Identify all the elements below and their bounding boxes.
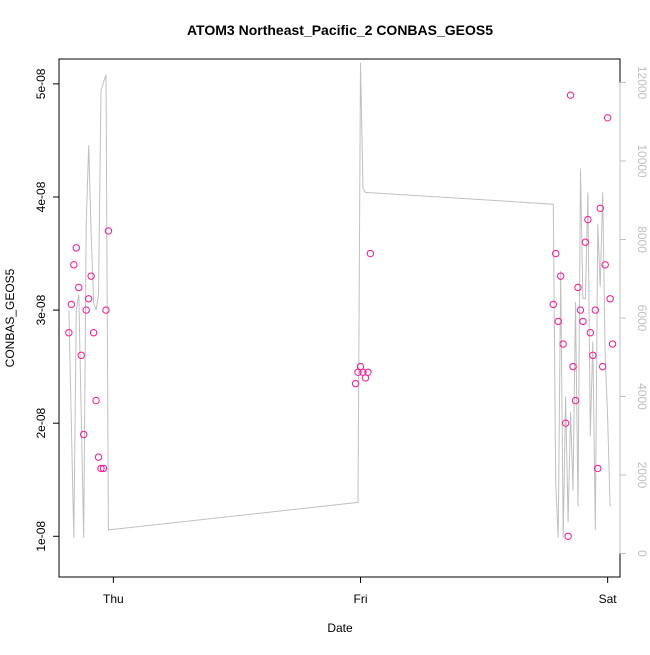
data-point xyxy=(603,114,612,122)
data-point xyxy=(366,249,375,258)
data-point xyxy=(70,261,78,269)
data-point xyxy=(97,464,105,473)
data-point xyxy=(594,464,602,473)
y2-tick-label: 8000 xyxy=(635,226,649,253)
y2-tick-label: 10000 xyxy=(635,144,649,178)
data-point xyxy=(92,396,100,405)
data-point xyxy=(72,244,80,252)
y2-tick-label: 12000 xyxy=(635,66,649,100)
data-point xyxy=(67,300,76,309)
y-axis: 1e-08 2e-08 3e-08 4e-08 5e-08 xyxy=(34,68,60,552)
y-tick-label: 3e-08 xyxy=(34,294,48,325)
data-point xyxy=(569,362,577,371)
data-point xyxy=(601,261,609,269)
y-tick-label: 2e-08 xyxy=(34,408,48,439)
data-point xyxy=(556,272,565,280)
y2-tick-label: 4000 xyxy=(635,383,649,410)
data-point xyxy=(564,532,572,540)
data-point xyxy=(606,295,614,303)
data-point xyxy=(364,368,372,376)
chart-title: ATOM3 Northeast_Pacific_2 CONBAS_GEOS5 xyxy=(187,22,493,38)
data-point xyxy=(561,419,570,427)
data-point xyxy=(102,306,110,314)
data-point xyxy=(554,317,562,326)
y-tick-label: 4e-08 xyxy=(34,181,48,212)
data-point xyxy=(584,215,592,224)
data-point xyxy=(89,329,98,337)
series-line-group xyxy=(68,62,611,538)
x-tick-label: Sat xyxy=(599,592,618,606)
data-point xyxy=(591,306,599,314)
altitude-line xyxy=(68,62,611,538)
data-point xyxy=(80,430,88,439)
y2-tick-label: 2000 xyxy=(635,462,649,489)
x-tick-label: Fri xyxy=(354,592,368,606)
data-point xyxy=(589,351,597,360)
data-point xyxy=(576,306,585,314)
data-point xyxy=(571,396,580,405)
data-point xyxy=(94,453,103,461)
data-point xyxy=(566,91,575,99)
y2-tick-label: 0 xyxy=(635,550,649,557)
series-points-group xyxy=(65,91,617,540)
data-point xyxy=(82,306,90,314)
x-axis-label: Date xyxy=(327,621,353,635)
data-point xyxy=(104,227,113,235)
data-point xyxy=(549,300,557,309)
y2-tick-label: 6000 xyxy=(635,305,649,332)
data-point xyxy=(77,351,85,360)
y2-axis: 0 2000 4000 6000 8000 10000 12000 xyxy=(619,66,649,557)
y-axis-label: CONBAS_GEOS5 xyxy=(3,268,17,367)
y-tick-label: 5e-08 xyxy=(34,68,48,99)
data-point xyxy=(574,283,582,292)
data-point xyxy=(581,238,590,246)
x-tick-label: Thu xyxy=(103,592,124,606)
data-point xyxy=(87,272,95,280)
data-point xyxy=(586,329,595,337)
y-tick-label: 1e-08 xyxy=(34,521,48,552)
data-point xyxy=(75,283,83,292)
data-point xyxy=(608,340,617,348)
x-axis: Thu Fri Sat xyxy=(103,576,618,606)
data-point xyxy=(552,249,560,258)
data-point xyxy=(84,295,93,303)
data-point xyxy=(579,317,587,326)
data-point xyxy=(65,329,73,337)
data-point xyxy=(559,340,567,348)
data-point xyxy=(599,362,607,371)
data-point xyxy=(596,204,604,212)
data-point xyxy=(99,464,108,473)
plot-area-frame xyxy=(58,58,621,578)
data-point xyxy=(351,379,360,388)
